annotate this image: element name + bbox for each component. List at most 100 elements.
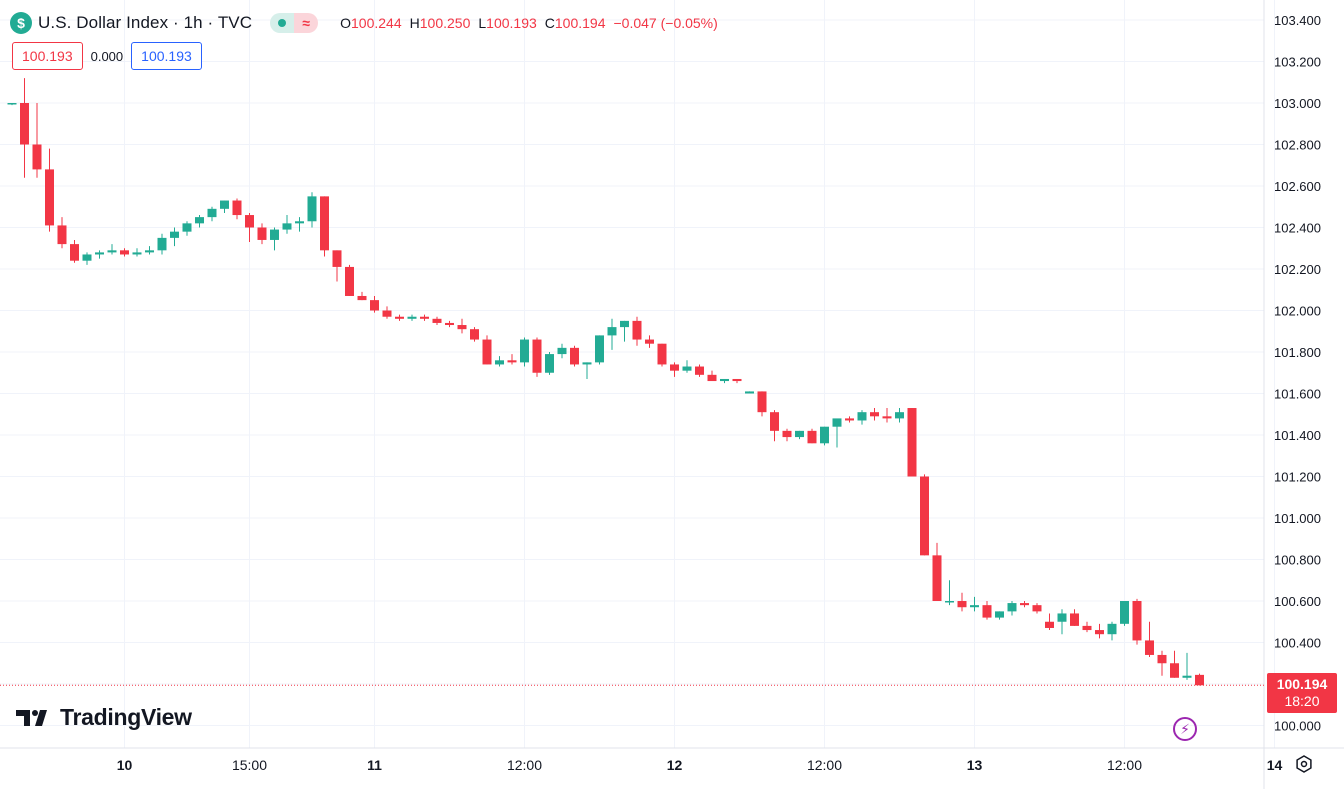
y-tick-label: 103.200 bbox=[1274, 55, 1321, 70]
candle bbox=[107, 244, 117, 255]
candle-body bbox=[557, 347, 567, 355]
candle-body bbox=[445, 322, 454, 326]
candle bbox=[270, 227, 279, 251]
price-axis[interactable]: 103.400 103.200 103.000 102.800 102.600 102.4… bbox=[1274, 13, 1321, 734]
candle bbox=[607, 318, 617, 350]
candle-body bbox=[1157, 654, 1167, 664]
candle-body bbox=[382, 310, 392, 317]
candle bbox=[495, 356, 504, 367]
candle bbox=[320, 196, 329, 257]
sell-button[interactable]: 100.193 bbox=[12, 42, 83, 70]
x-tick-label: 12:00 bbox=[1107, 757, 1142, 773]
candle-body bbox=[657, 343, 667, 365]
candle-body bbox=[945, 601, 954, 603]
candle bbox=[482, 335, 492, 365]
low-label: L bbox=[478, 15, 487, 31]
candle bbox=[232, 198, 242, 220]
candle bbox=[745, 391, 754, 394]
candle-body bbox=[932, 555, 942, 601]
candle bbox=[595, 335, 604, 365]
candle bbox=[970, 596, 979, 612]
candle bbox=[95, 250, 104, 259]
candle bbox=[332, 250, 342, 282]
status-pill[interactable]: ≈ bbox=[270, 13, 319, 33]
candle bbox=[1145, 621, 1154, 658]
candle bbox=[582, 362, 592, 379]
candle bbox=[832, 418, 842, 448]
y-tick-label: 101.800 bbox=[1274, 345, 1321, 360]
y-tick-label: 102.200 bbox=[1274, 262, 1321, 277]
candle-body bbox=[7, 103, 17, 105]
candle-body bbox=[432, 318, 442, 323]
tradingview-logo[interactable]: TradingView bbox=[16, 704, 192, 731]
candle-body bbox=[357, 295, 367, 301]
symbol-title[interactable]: U.S. Dollar Index · 1h · TVC bbox=[38, 13, 253, 32]
candle bbox=[570, 345, 579, 367]
y-tick-label: 100.600 bbox=[1274, 594, 1321, 609]
wave-icon: ≈ bbox=[294, 13, 319, 33]
candle-body bbox=[1057, 613, 1067, 622]
candles-layer bbox=[7, 78, 1204, 686]
candle bbox=[1045, 613, 1054, 631]
y-tick-label: 100.800 bbox=[1274, 553, 1321, 568]
candle-body bbox=[32, 144, 42, 170]
candle bbox=[7, 103, 17, 106]
candle-body bbox=[857, 412, 867, 421]
candle bbox=[645, 335, 654, 348]
y-tick-label: 103.400 bbox=[1274, 13, 1321, 28]
candle-body bbox=[70, 244, 79, 261]
candle bbox=[695, 364, 704, 377]
candle bbox=[795, 430, 804, 440]
candle bbox=[907, 408, 917, 477]
candle-body bbox=[782, 430, 792, 438]
buy-button[interactable]: 100.193 bbox=[131, 42, 202, 70]
y-tick-label: 102.800 bbox=[1274, 138, 1321, 153]
candle-body bbox=[107, 250, 117, 253]
candle-body bbox=[220, 200, 229, 209]
candle-body bbox=[607, 327, 617, 336]
x-tick-label: 10 bbox=[117, 757, 133, 773]
candle bbox=[220, 200, 229, 213]
dollar-sign-icon[interactable]: $ bbox=[10, 12, 32, 34]
tradingview-logo-icon bbox=[16, 709, 47, 726]
change-value: −0.047 (−0.05%) bbox=[613, 15, 718, 31]
candle bbox=[395, 314, 404, 321]
candle bbox=[1095, 623, 1104, 639]
candle bbox=[20, 78, 29, 178]
candle bbox=[195, 215, 204, 228]
candle bbox=[132, 248, 142, 257]
candle-body bbox=[570, 347, 579, 365]
candle-body bbox=[632, 320, 642, 340]
low-value: 100.193 bbox=[486, 15, 537, 31]
candle-body bbox=[307, 196, 317, 222]
time-axis[interactable]: 10 15:00 11 12:00 12 12:00 13 12:00 14 bbox=[117, 757, 1283, 773]
last-price-label: 100.194 18:20 bbox=[1267, 673, 1337, 714]
candle-body bbox=[170, 231, 179, 238]
close-label: C bbox=[544, 15, 555, 31]
candle bbox=[870, 408, 879, 421]
lightning-icon[interactable]: ⚡ bbox=[1173, 717, 1197, 741]
y-tick-label: 101.400 bbox=[1274, 428, 1321, 443]
x-tick-label: 13 bbox=[967, 757, 983, 773]
candle-body bbox=[532, 339, 542, 373]
candle-body bbox=[645, 339, 654, 344]
candle bbox=[1020, 601, 1029, 608]
candle-body bbox=[907, 408, 917, 477]
candle-body bbox=[57, 225, 67, 245]
candle-body bbox=[545, 354, 554, 373]
candle-body bbox=[682, 366, 692, 371]
candle bbox=[1157, 650, 1167, 676]
legend-header: $ U.S. Dollar Index · 1h · TVC ≈ O100.24… bbox=[10, 8, 718, 38]
candle bbox=[845, 416, 854, 423]
candle-body bbox=[82, 254, 92, 261]
candle-body bbox=[732, 378, 742, 382]
gear-icon[interactable] bbox=[1294, 754, 1314, 774]
candle bbox=[545, 352, 554, 375]
candle-body bbox=[595, 335, 604, 363]
candle-body bbox=[795, 430, 804, 438]
candle-body bbox=[520, 339, 529, 363]
candle-body bbox=[870, 412, 879, 417]
candle-body bbox=[370, 300, 379, 311]
